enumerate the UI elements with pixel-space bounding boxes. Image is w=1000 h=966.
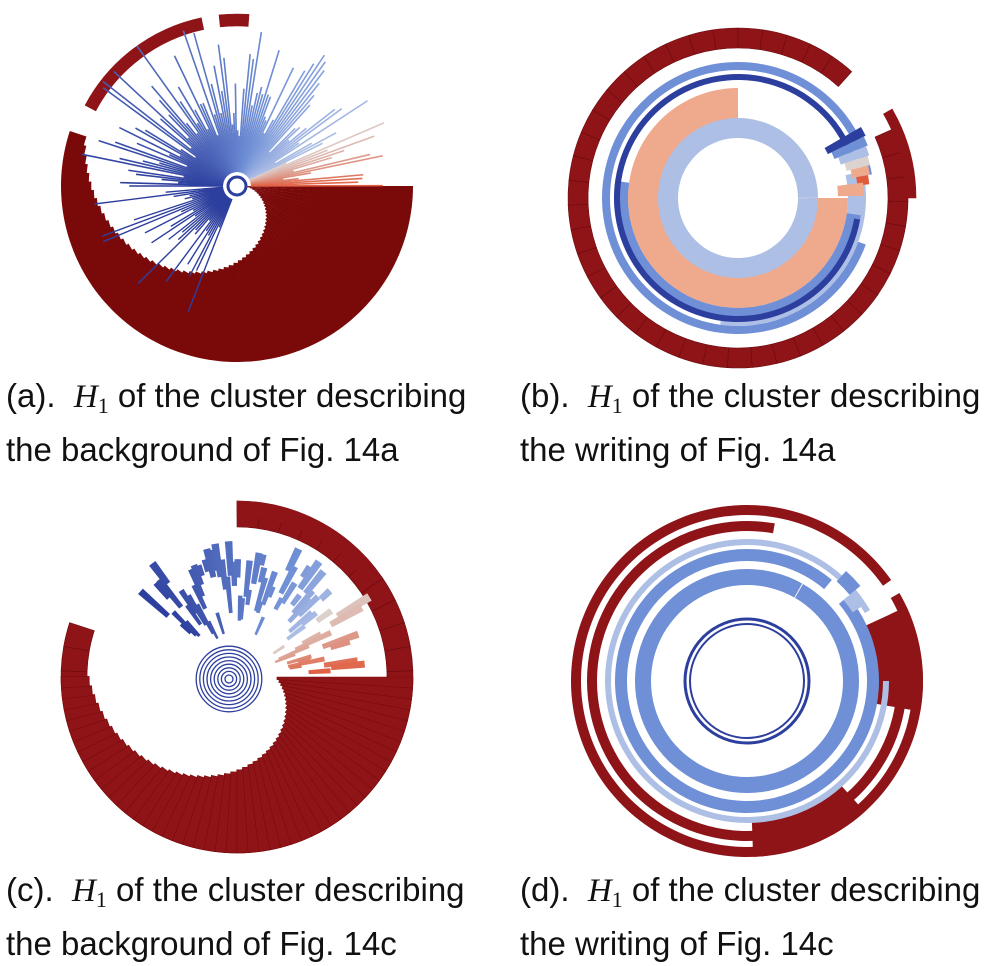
center-ring-c-0: [225, 675, 233, 683]
panel-a-graphic: [55, 10, 425, 370]
caption-d-label: (d).: [520, 871, 570, 908]
caption-a-math: H: [74, 379, 98, 415]
radial-barcode-b: [560, 20, 940, 375]
bar-red-b-23: [568, 204, 591, 230]
center-ring-c-3: [214, 664, 244, 694]
panel-b-graphic: [560, 20, 940, 375]
radial-barcode-d: [565, 495, 945, 865]
caption-c-sub: 1: [96, 887, 107, 912]
caption-b-label: (b).: [520, 377, 570, 414]
step-bar-c-49: [319, 588, 333, 601]
caption-b-line2: the writing of Fig. 14a: [520, 428, 980, 472]
step-bar-c-37: [254, 616, 265, 635]
bar-red-b-3: [886, 201, 908, 226]
radial-barcode-a: [55, 10, 425, 370]
caption-b-math: H: [588, 379, 612, 415]
caption-c-math: H: [72, 873, 96, 909]
center-ring-a: [228, 177, 246, 195]
caption-d-line2: the writing of Fig. 14c: [520, 922, 980, 966]
caption-a-label: (a).: [6, 377, 56, 414]
bar-spiral-c-49: [61, 676, 89, 688]
caption-c-line1: (c). H1 of the cluster describing: [6, 868, 465, 922]
bar-red-b-12: [751, 344, 777, 367]
caption-c-line2: the background of Fig. 14c: [6, 922, 465, 966]
center-ring-c-1: [221, 671, 236, 686]
bar-red-b-14: [703, 345, 729, 368]
caption-b-sub: 1: [612, 393, 623, 418]
caption-c-label: (c).: [6, 871, 54, 908]
bar-red-b-13: [727, 347, 752, 368]
bar-red-b-34: [713, 28, 738, 50]
center-ring-c-4: [211, 661, 248, 698]
center-ring-c-8: [196, 646, 262, 712]
ring-blue-d-1: [615, 549, 879, 813]
caption-b-line1: (b). H1 of the cluster describing: [520, 374, 980, 428]
spike-a-95: [250, 123, 384, 181]
caption-d-line1: (d). H1 of the cluster describing: [520, 868, 980, 922]
caption-d: (d). H1 of the cluster describing the wr…: [520, 868, 980, 966]
caption-d-sub: 1: [612, 887, 623, 912]
step-bar-c-11: [207, 620, 218, 639]
ring-blue-d-2: [635, 569, 859, 793]
caption-c: (c). H1 of the cluster describing the ba…: [6, 868, 465, 966]
step-bar-c-53: [315, 608, 333, 623]
step-bar-c-25: [234, 559, 241, 577]
caption-a-line2: the background of Fig. 14a: [6, 428, 466, 472]
caption-a: (a). H1 of the cluster describing the ba…: [6, 374, 466, 472]
caption-d-math: H: [588, 873, 612, 909]
center-ring-c-7: [200, 650, 258, 708]
caption-b: (b). H1 of the cluster describing the wr…: [520, 374, 980, 472]
ring-light-blue-inner-b: [658, 118, 818, 278]
bar-outer-c-10: [385, 646, 413, 671]
panel-d-graphic: [565, 495, 945, 865]
step-bar-c-16: [215, 612, 225, 634]
caption-b-text: of the cluster describing: [632, 377, 981, 414]
panel-c-graphic: [55, 495, 425, 865]
center-ring-d-1: [685, 619, 809, 743]
bar-red-b-35: [738, 28, 763, 50]
caption-a-line1: (a). H1 of the cluster describing: [6, 374, 466, 428]
center-ring-d-2: [690, 624, 804, 738]
bar-outer-a-1: [85, 18, 204, 111]
caption-c-text: of the cluster describing: [116, 871, 465, 908]
bar-salmon-b: [837, 183, 864, 197]
step-bar-c-54: [273, 645, 285, 654]
caption-a-text: of the cluster describing: [118, 377, 467, 414]
radial-barcode-c: [55, 495, 425, 865]
step-bar-c-22: [225, 576, 233, 613]
step-bar-c-69: [308, 668, 330, 674]
bar-spiral-a-54: [61, 181, 91, 192]
bar-red-b-24: [568, 180, 589, 205]
bar-outer-a-2: [219, 14, 249, 27]
caption-d-text: of the cluster describing: [632, 871, 981, 908]
caption-a-sub: 1: [98, 393, 109, 418]
bar-outer-c-35: [64, 623, 95, 651]
